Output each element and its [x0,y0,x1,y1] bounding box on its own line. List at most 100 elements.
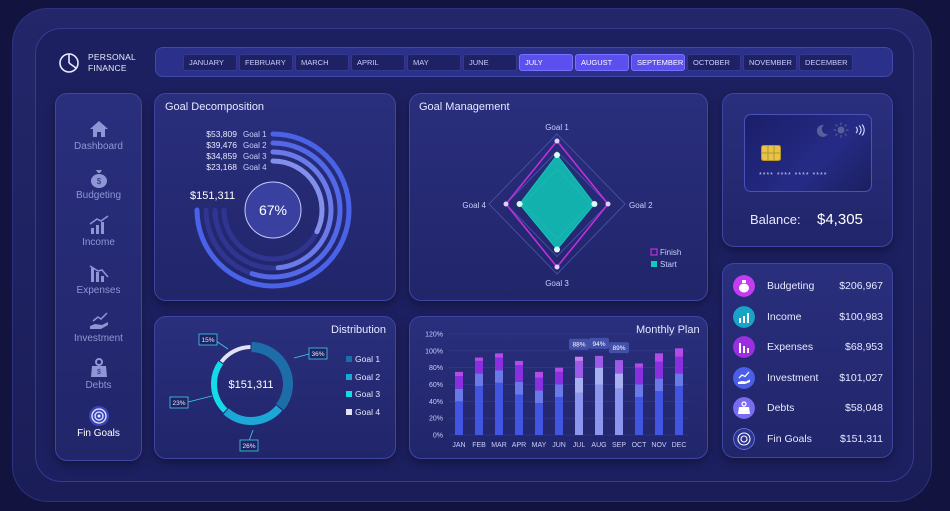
goal-1-amount: $53,809 [206,129,237,139]
radar-axis-label: Goal 3 [545,279,569,288]
callout-box [239,439,259,452]
sidebar-item-label: Income [82,237,115,248]
month-june[interactable]: JUNE [463,54,517,71]
sidebar-item-label: Expenses [76,285,121,296]
monthly-plan-title: Monthly Plan [636,324,700,336]
month-april[interactable]: APRIL [351,54,405,71]
month-march[interactable]: MARCH [295,54,349,71]
month-september[interactable]: SEPTEMBER [631,54,685,71]
bar-segment [635,367,643,385]
bar-segment [675,386,683,435]
sun-icon [833,122,849,138]
card-chip-icon [761,145,781,161]
stat-budgeting: Budgeting $206,967 [733,275,883,299]
legend-label: Goal 1 [355,354,380,364]
stat-value: $206,967 [839,280,883,292]
bank-card: **** **** **** **** [744,114,872,192]
goal-2-label: Goal 2 [243,141,267,150]
app-title-line1: PERSONAL [88,52,136,62]
center-percent-disc [244,181,302,239]
bar-segment [555,397,563,435]
radar-point-start [516,201,523,207]
sidebar-item-investment[interactable]: Investment [56,310,141,344]
home-icon [89,121,108,137]
bar-segment [595,355,603,368]
month-july[interactable]: JULY [519,54,573,71]
legend-swatch [346,374,352,380]
stats-panel [722,263,893,458]
y-tick-label: 0% [433,433,443,440]
month-december[interactable]: DECEMBER [799,54,853,71]
card-number: **** **** **** **** [759,172,828,179]
bar-segment [615,388,623,435]
month-august[interactable]: AUGUST [575,54,629,71]
sidebar-item-expenses[interactable]: Expenses [56,262,141,296]
stat-label: Budgeting [767,280,815,292]
growth-chart-icon [89,215,108,234]
stat-value: $58,048 [845,402,883,414]
goal-decomposition-title: Goal Decomposition [165,101,265,113]
x-tick-label: FEB [472,442,486,449]
stat-label: Investment [767,372,819,384]
month-may[interactable]: MAY [407,54,461,71]
x-tick-label: NOV [651,442,667,449]
bar-segment [475,357,483,361]
sidebar-item-fin-goals[interactable]: Fin Goals [56,405,141,439]
callout-box [308,347,328,360]
stat-debts: Debts $58,048 [733,397,883,421]
stat-label: Expenses [767,341,814,353]
legend-swatch [346,391,352,397]
bar-segment [515,381,523,395]
bar-segment [595,384,603,435]
stat-value: $68,953 [845,341,883,353]
month-january[interactable]: JANUARY [183,54,237,71]
data-label: 88% [572,342,585,349]
distribution-panel [154,316,396,459]
bar-segment [635,397,643,435]
bar-segment [575,356,583,361]
month-selector: JANUARY FEBRUARY MARCH APRIL MAY JUNE JU… [155,47,893,77]
sidebar-item-dashboard[interactable]: Dashboard [56,118,141,152]
callout-box [169,396,189,409]
stat-income: Income $100,983 [733,306,883,330]
x-tick-label: JUL [573,442,586,449]
pie-logo-icon [59,53,79,73]
distribution-title: Distribution [331,324,387,336]
stat-value: $101,027 [839,372,883,384]
radar-point-finish [554,264,560,270]
goal-3-label: Goal 3 [243,152,267,161]
svg-text:$: $ [97,369,101,376]
app-title: PERSONAL FINANCE [88,52,136,74]
y-tick-label: 20% [429,416,443,423]
bar-segment [635,363,643,368]
month-october[interactable]: OCTOBER [687,54,741,71]
bar-segment [535,403,543,435]
x-tick-label: OCT [632,442,648,449]
bar-segment [675,348,683,357]
stat-label: Fin Goals [767,433,812,445]
radial-bar-goal-4 [270,158,325,235]
bar-segment [655,361,663,379]
contactless-icon [855,124,865,136]
goal-decomposition-chart: 67% $151,311 $53,809 Goal 1 $39,476 Goal… [190,129,352,289]
bar-segment [555,371,563,385]
radial-bar-goal-1 [194,131,352,289]
data-label-box [589,337,609,349]
sidebar-item-budgeting[interactable]: $ Budgeting [56,167,141,201]
radar-axis-label: Goal 1 [545,123,569,132]
sidebar-item-debts[interactable]: $ Debts [56,357,141,391]
sidebar-item-label: Investment [74,333,123,344]
month-february[interactable]: FEBRUARY [239,54,293,71]
sidebar-item-label: Dashboard [74,141,123,152]
callout-label: 36% [311,351,324,358]
stat-value: $100,983 [839,311,883,323]
radar-point-finish [503,201,509,207]
bar-segment [455,376,463,389]
x-tick-label: AUG [591,442,606,449]
month-november[interactable]: NOVEMBER [743,54,797,71]
bar-segment [455,371,463,377]
data-label-box [609,342,629,354]
goal-2-amount: $39,476 [206,140,237,150]
bar-segment [575,360,583,378]
sidebar-item-income[interactable]: Income [56,214,141,248]
